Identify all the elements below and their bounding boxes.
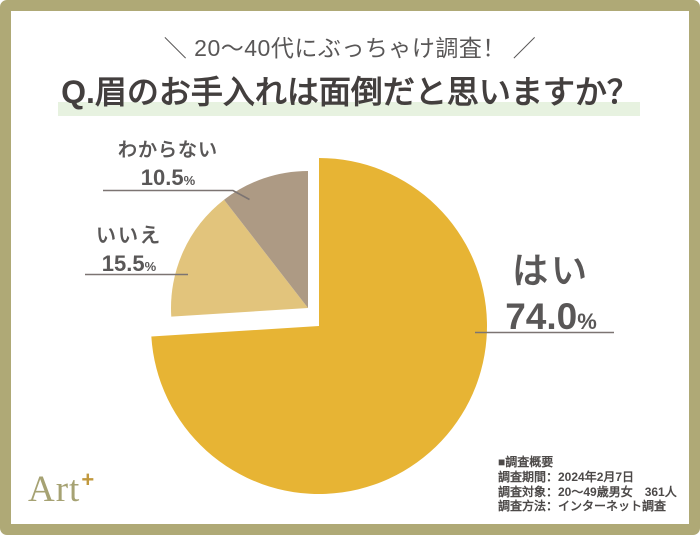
survey-overview: ■調査概要 調査期間：2024年2月7日 調査対象：20〜49歳男女 361人 … xyxy=(498,455,677,514)
slice-label-name: いいえ xyxy=(96,225,162,247)
plus-icon: + xyxy=(81,467,96,492)
leader-line-wakaranai xyxy=(103,189,250,201)
question-highlight-bar xyxy=(58,102,640,116)
slice-label-value: 74.0% xyxy=(505,296,597,338)
slice-label-wakaranai: わからない 10.5% xyxy=(88,140,248,191)
slice-label-value: 15.5% xyxy=(101,251,157,276)
slice-label-iie: いいえ 15.5% xyxy=(49,224,209,277)
pie-slice-iie xyxy=(170,199,308,317)
slice-label-value: 10.5% xyxy=(140,164,196,190)
survey-heading: ■調査概要 xyxy=(498,455,554,469)
slice-label-hai: はい 74.0% xyxy=(451,249,651,340)
pie-slice-wakaranai xyxy=(224,171,308,308)
survey-question: Q.眉のお手入れは面倒だと思いますか？ xyxy=(61,74,639,110)
slice-label-name: はい xyxy=(511,250,590,291)
pie-chart xyxy=(85,158,614,495)
survey-line: 調査対象：20〜49歳男女 361人 xyxy=(498,484,677,499)
survey-line: 調査方法：インターネット調査 xyxy=(498,499,667,514)
pie-slice-hai xyxy=(151,158,487,495)
brand-logo: Art+ xyxy=(28,467,96,510)
survey-tagline: ＼ 20〜40代にぶっちゃけ調査！ ／ xyxy=(163,35,537,61)
infographic-content: ＼ 20〜40代にぶっちゃけ調査！ ／ Q.眉のお手入れは面倒だと思いますか？ … xyxy=(11,11,689,524)
slice-label-name: わからない xyxy=(117,140,218,161)
survey-line: 調査期間：2024年2月7日 xyxy=(498,469,635,484)
